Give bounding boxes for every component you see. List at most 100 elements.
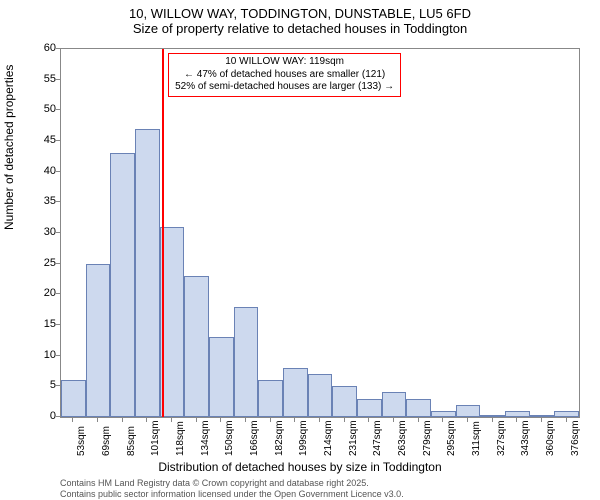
y-tick-mark bbox=[56, 385, 60, 386]
x-tick-label: 118sqm bbox=[175, 421, 186, 456]
annotation-line2: ← 47% of detached houses are smaller (12… bbox=[175, 69, 394, 82]
x-tick-mark bbox=[541, 418, 542, 422]
x-tick-mark bbox=[319, 418, 320, 422]
annotation-line3: 52% of semi-detached houses are larger (… bbox=[175, 81, 394, 94]
histogram-bar bbox=[431, 411, 456, 417]
y-axis-label: Number of detached properties bbox=[2, 65, 16, 230]
histogram-bar bbox=[308, 374, 333, 417]
histogram-bar bbox=[357, 399, 382, 417]
x-tick-mark bbox=[171, 418, 172, 422]
y-tick-label: 35 bbox=[26, 195, 56, 207]
y-tick-mark bbox=[56, 355, 60, 356]
y-tick-mark bbox=[56, 201, 60, 202]
x-tick-mark bbox=[196, 418, 197, 422]
histogram-bar bbox=[480, 415, 505, 417]
y-tick-label: 10 bbox=[26, 349, 56, 361]
histogram-bar bbox=[184, 276, 209, 417]
x-tick-label: 247sqm bbox=[372, 420, 383, 456]
x-tick-mark bbox=[393, 418, 394, 422]
plot-area: 10 WILLOW WAY: 119sqm← 47% of detached h… bbox=[60, 48, 580, 418]
x-tick-mark bbox=[467, 418, 468, 422]
y-tick-label: 20 bbox=[26, 287, 56, 299]
y-tick-label: 40 bbox=[26, 165, 56, 177]
footer-line1: Contains HM Land Registry data © Crown c… bbox=[60, 478, 369, 488]
histogram-bar bbox=[530, 415, 555, 417]
x-tick-label: 327sqm bbox=[496, 420, 507, 456]
histogram-bar bbox=[209, 337, 234, 417]
histogram-bar bbox=[505, 411, 530, 417]
x-tick-mark bbox=[220, 418, 221, 422]
y-tick-label: 5 bbox=[26, 379, 56, 391]
histogram-bar bbox=[382, 392, 407, 417]
x-tick-mark bbox=[516, 418, 517, 422]
y-tick-mark bbox=[56, 293, 60, 294]
y-tick-label: 55 bbox=[26, 73, 56, 85]
x-tick-label: 53sqm bbox=[76, 426, 87, 456]
y-tick-mark bbox=[56, 263, 60, 264]
x-tick-label: 199sqm bbox=[298, 420, 309, 456]
annotation-line1: 10 WILLOW WAY: 119sqm bbox=[175, 56, 394, 69]
histogram-bar bbox=[283, 368, 308, 417]
y-tick-mark bbox=[56, 109, 60, 110]
x-tick-mark bbox=[418, 418, 419, 422]
x-tick-mark bbox=[122, 418, 123, 422]
x-tick-label: 69sqm bbox=[101, 426, 112, 456]
y-tick-label: 30 bbox=[26, 226, 56, 238]
x-tick-mark bbox=[442, 418, 443, 422]
x-tick-mark bbox=[294, 418, 295, 422]
y-tick-mark bbox=[56, 324, 60, 325]
histogram-bar bbox=[110, 153, 135, 417]
x-tick-label: 101sqm bbox=[150, 420, 161, 456]
chart-title-line2: Size of property relative to detached ho… bbox=[0, 21, 600, 36]
x-tick-mark bbox=[344, 418, 345, 422]
y-tick-label: 60 bbox=[26, 42, 56, 54]
y-tick-mark bbox=[56, 140, 60, 141]
x-tick-label: 279sqm bbox=[422, 420, 433, 456]
histogram-bar bbox=[234, 307, 259, 417]
x-tick-label: 182sqm bbox=[274, 420, 285, 456]
y-tick-mark bbox=[56, 48, 60, 49]
x-tick-label: 85sqm bbox=[126, 426, 137, 456]
y-tick-mark bbox=[56, 416, 60, 417]
x-axis-label: Distribution of detached houses by size … bbox=[0, 460, 600, 474]
x-tick-mark bbox=[368, 418, 369, 422]
x-tick-mark bbox=[97, 418, 98, 422]
x-tick-label: 134sqm bbox=[200, 420, 211, 456]
x-tick-label: 150sqm bbox=[224, 420, 235, 456]
annotation-box: 10 WILLOW WAY: 119sqm← 47% of detached h… bbox=[168, 53, 401, 97]
x-tick-mark bbox=[72, 418, 73, 422]
y-tick-label: 45 bbox=[26, 134, 56, 146]
histogram-bar bbox=[456, 405, 481, 417]
footer-line2: Contains public sector information licen… bbox=[60, 489, 404, 499]
x-tick-label: 360sqm bbox=[545, 420, 556, 456]
x-tick-label: 376sqm bbox=[570, 420, 581, 456]
x-tick-label: 214sqm bbox=[323, 420, 334, 456]
histogram-bar bbox=[406, 399, 431, 417]
histogram-bar bbox=[135, 129, 160, 417]
histogram-bar bbox=[61, 380, 86, 417]
y-tick-mark bbox=[56, 171, 60, 172]
y-tick-label: 0 bbox=[26, 410, 56, 422]
x-tick-label: 295sqm bbox=[446, 420, 457, 456]
reference-line bbox=[162, 49, 164, 417]
y-tick-label: 15 bbox=[26, 318, 56, 330]
y-tick-label: 50 bbox=[26, 103, 56, 115]
x-tick-label: 343sqm bbox=[520, 420, 531, 456]
x-tick-label: 311sqm bbox=[471, 421, 482, 456]
chart-title-line1: 10, WILLOW WAY, TODDINGTON, DUNSTABLE, L… bbox=[0, 0, 600, 21]
x-tick-mark bbox=[566, 418, 567, 422]
x-tick-mark bbox=[270, 418, 271, 422]
x-tick-label: 263sqm bbox=[397, 420, 408, 456]
x-tick-label: 231sqm bbox=[348, 420, 359, 456]
x-tick-mark bbox=[245, 418, 246, 422]
y-tick-mark bbox=[56, 79, 60, 80]
histogram-bar bbox=[86, 264, 111, 417]
histogram-bar bbox=[332, 386, 357, 417]
x-tick-mark bbox=[492, 418, 493, 422]
x-tick-label: 166sqm bbox=[249, 420, 260, 456]
chart-container: 10, WILLOW WAY, TODDINGTON, DUNSTABLE, L… bbox=[0, 0, 600, 500]
x-tick-mark bbox=[146, 418, 147, 422]
y-tick-mark bbox=[56, 232, 60, 233]
histogram-bar bbox=[554, 411, 579, 417]
histogram-bar bbox=[258, 380, 283, 417]
